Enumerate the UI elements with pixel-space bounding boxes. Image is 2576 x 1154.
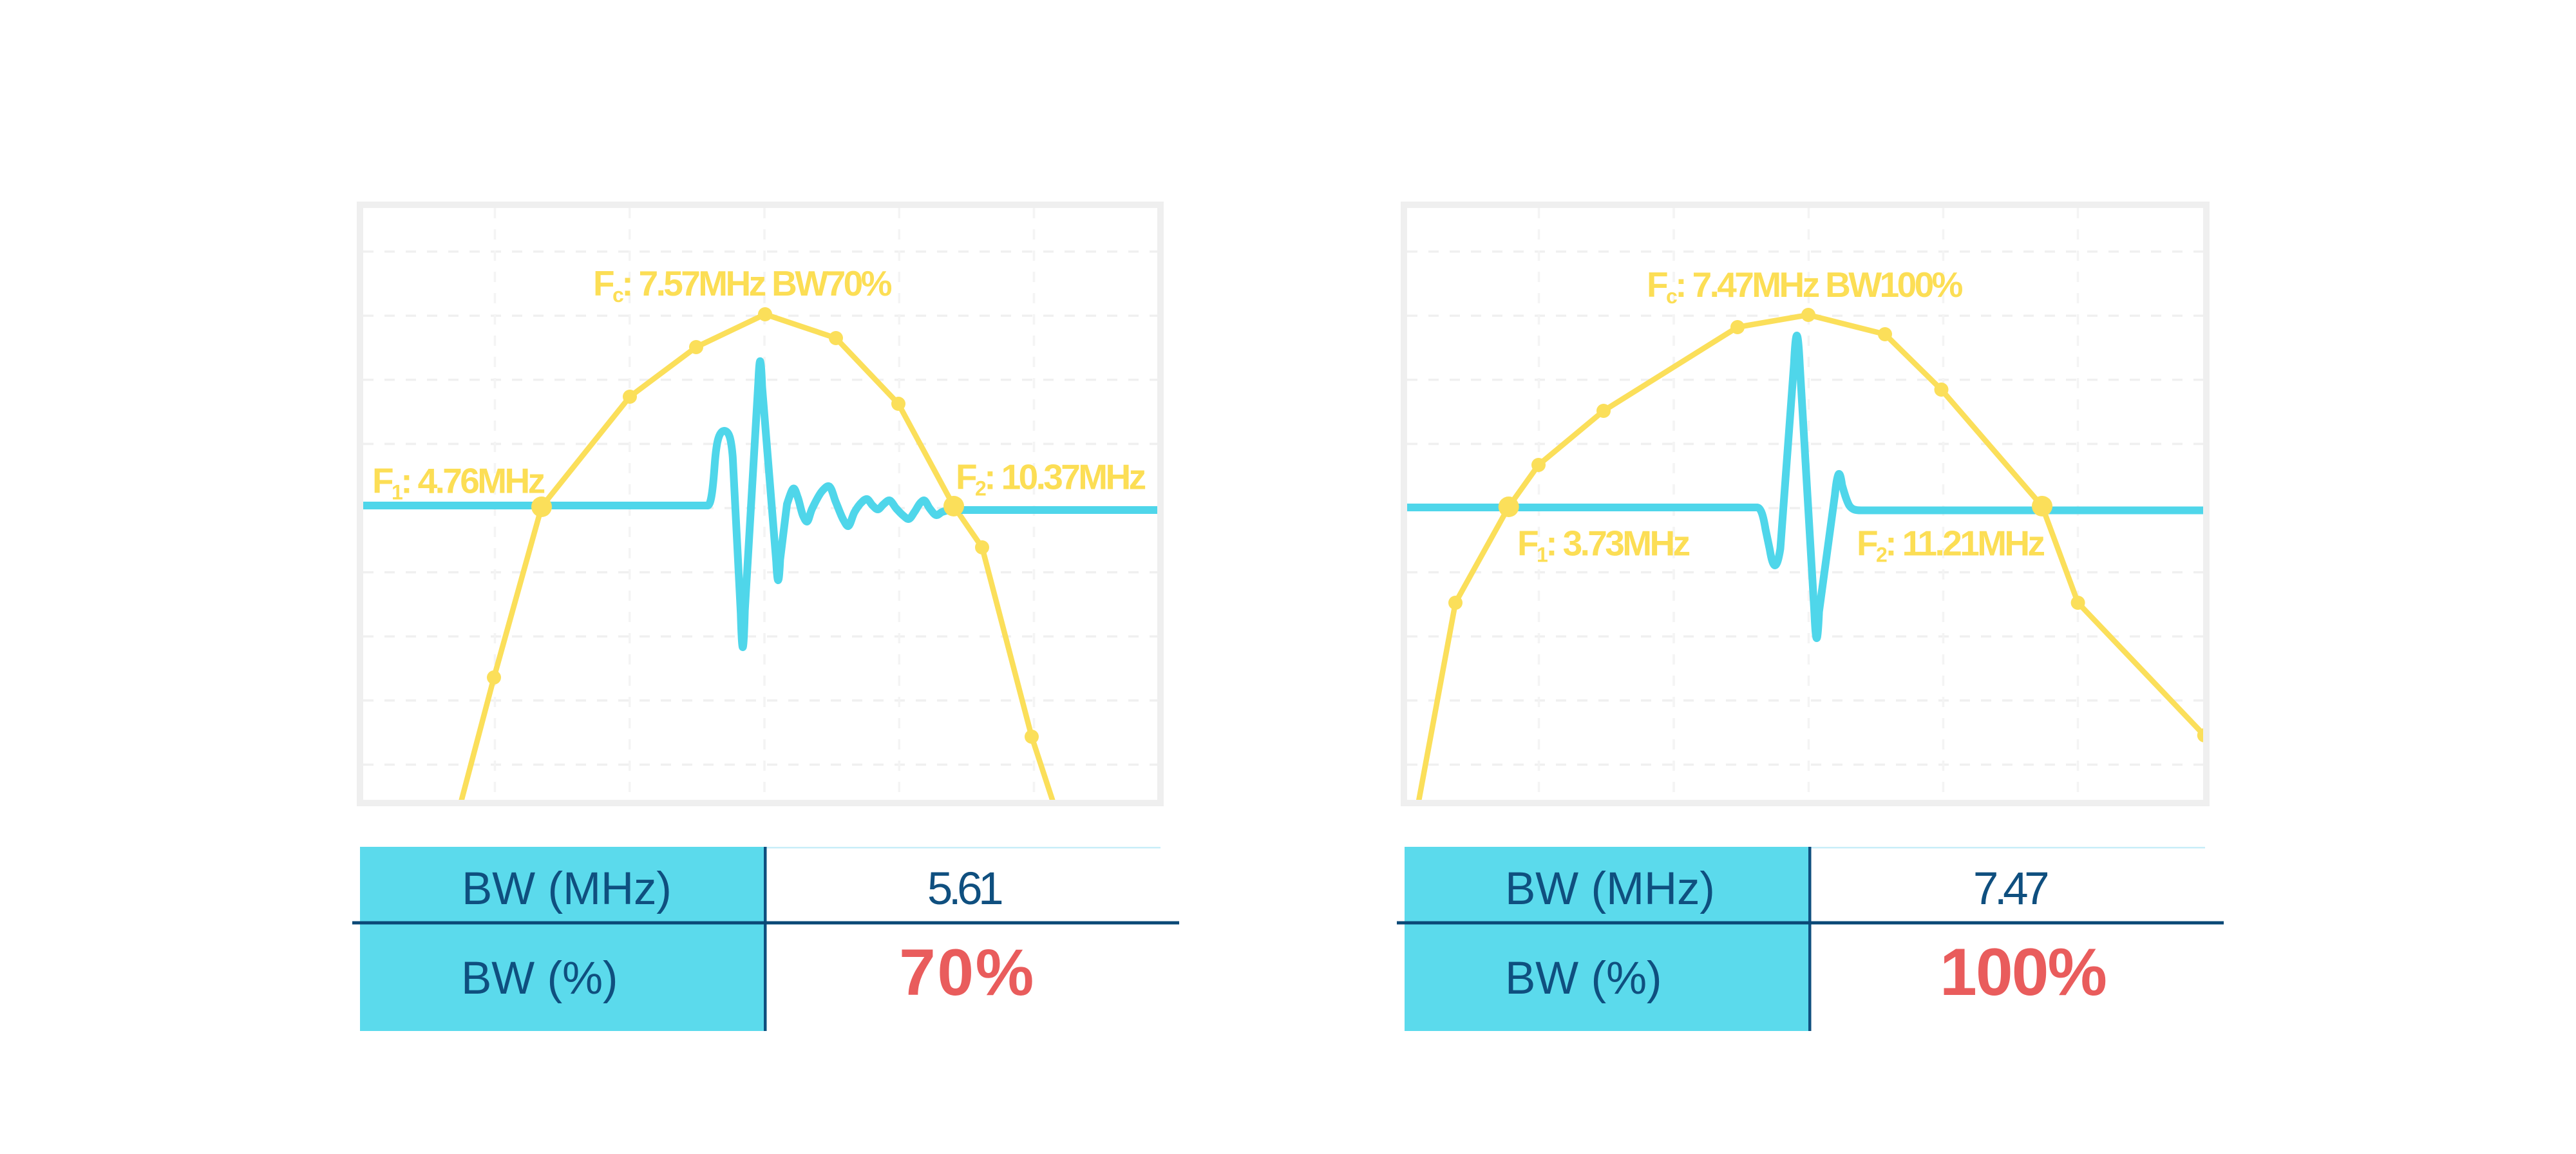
svg-text:BW (MHz): BW (MHz) <box>1505 864 1715 914</box>
svg-text:70%: 70% <box>899 936 1036 1009</box>
svg-text:F2: 11.21MHz: F2: 11.21MHz <box>1857 524 2045 567</box>
svg-text:5.61: 5.61 <box>927 864 1002 914</box>
svg-text:Fc: 7.47MHz BW100%: Fc: 7.47MHz BW100% <box>1647 265 1963 308</box>
svg-text:F1: 3.73MHz: F1: 3.73MHz <box>1517 524 1690 567</box>
svg-text:Fc: 7.57MHz BW70%: Fc: 7.57MHz BW70% <box>593 263 892 307</box>
svg-text:7.47: 7.47 <box>1973 864 2047 914</box>
svg-text:BW (%): BW (%) <box>1505 953 1662 1004</box>
svg-text:F1: 4.76MHz: F1: 4.76MHz <box>372 461 545 504</box>
svg-text:F2: 10.37MHz: F2: 10.37MHz <box>956 457 1146 500</box>
svg-text:BW (%): BW (%) <box>461 953 618 1004</box>
svg-text:100%: 100% <box>1940 935 2106 1010</box>
svg-text:BW (MHz): BW (MHz) <box>462 864 672 914</box>
